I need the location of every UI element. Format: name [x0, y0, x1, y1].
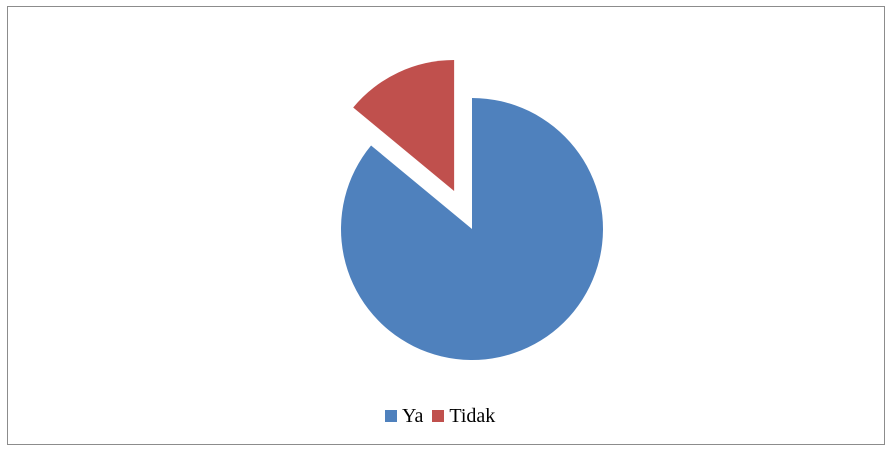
legend-item-ya: Ya: [385, 405, 423, 427]
pie-slice-ya: [340, 98, 603, 360]
chart-legend: Ya Tidak: [385, 405, 504, 427]
pie-slice-tidak: [353, 59, 455, 191]
legend-item-tidak: Tidak: [432, 405, 495, 427]
legend-label-tidak: Tidak: [449, 405, 496, 427]
legend-swatch-ya: [385, 410, 397, 422]
legend-label-ya: Ya: [402, 405, 424, 427]
legend-swatch-tidak: [432, 410, 445, 422]
